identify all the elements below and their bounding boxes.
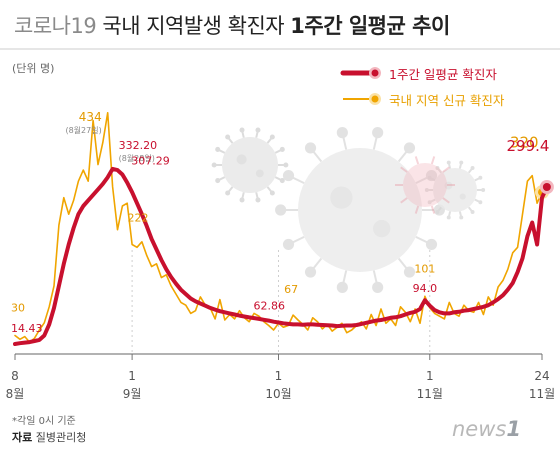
source-value: 질병관리청 — [35, 431, 87, 444]
data-label-daily: 30 — [11, 301, 25, 314]
legend-item-daily: 국내 지역 신규 확진자 — [337, 86, 504, 112]
title-divider — [0, 48, 560, 50]
series-layer — [13, 112, 554, 346]
legend-swatch-daily — [343, 93, 381, 105]
x-tick-month-label: 10월 — [265, 387, 291, 401]
x-tick-month-label: 11월 — [417, 387, 443, 401]
data-label-daily: 67 — [284, 283, 298, 296]
footnote: *각일 0시 기준 — [12, 416, 76, 427]
x-tick-label: 24 — [534, 369, 549, 383]
x-tick-label: 1 — [275, 369, 283, 383]
legend-label-avg: 1주간 일평균 확진자 — [389, 66, 497, 82]
data-label-daily: 320 — [510, 134, 539, 152]
data-label-daily: 101 — [414, 262, 435, 275]
virus-icon-small — [211, 127, 289, 203]
virus-illustration — [211, 127, 486, 293]
data-label-avg: 307.29 — [131, 155, 170, 168]
legend-item-avg: 1주간 일평균 확진자 — [337, 60, 504, 86]
data-label-note: (8월27일) — [65, 125, 101, 135]
data-label-avg: 299.4 — [507, 137, 550, 155]
source-label: 자료 — [12, 431, 33, 444]
x-tick-month-label: 11월 — [529, 387, 555, 401]
data-label-avg: 94.0 — [413, 282, 438, 295]
data-label-avg: 62.86 — [253, 299, 285, 312]
x-tick-label: 1 — [426, 369, 434, 383]
x-axis: 8 8월 1 9월 1 10월 1 11월 24 11월 — [6, 250, 555, 401]
virus-icon-red — [395, 156, 455, 214]
news1-logo: news1 — [452, 417, 521, 441]
title-prefix: 코로나19 — [14, 14, 97, 38]
data-label-note: (8월28일) — [119, 153, 155, 163]
legend: 1주간 일평균 확진자 국내 지역 신규 확진자 — [337, 60, 504, 112]
virus-icon-large — [275, 127, 445, 293]
virus-icon-mid — [424, 160, 486, 220]
unit-label: (단위 명) — [12, 62, 55, 75]
logo-news: news — [452, 417, 507, 441]
annotation-layer: 30 14.43 434(8월27일) 332.20(8월28일)307.29 222 6… — [11, 110, 549, 335]
data-label-daily: 222 — [127, 212, 148, 225]
x-tick-label: 8 — [11, 369, 19, 383]
x-tick-month-label: 8월 — [6, 387, 25, 401]
source: 자료 질병관리청 — [12, 429, 86, 445]
data-label-daily: 434 — [79, 110, 102, 124]
logo-one: 1 — [506, 417, 521, 441]
chart-title: 코로나19 국내 지역발생 확진자 1주간 일평균 추이 — [14, 10, 450, 40]
data-label-avg: 14.43 — [11, 322, 43, 335]
title-main: 국내 지역발생 확진자 — [102, 14, 285, 38]
legend-swatch-avg — [340, 67, 381, 79]
series-line-avg — [13, 166, 549, 346]
title-bold: 1주간 일평균 추이 — [290, 14, 450, 38]
data-label-avg: 332.20 — [119, 139, 158, 152]
x-tick-label: 1 — [128, 369, 136, 383]
legend-label-daily: 국내 지역 신규 확진자 — [389, 92, 505, 108]
series-end-point-avg — [542, 182, 551, 191]
x-tick-month-label: 9월 — [123, 387, 142, 401]
